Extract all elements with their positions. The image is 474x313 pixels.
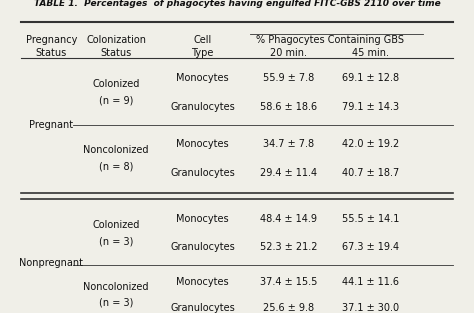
Text: Granulocytes: Granulocytes [170,168,235,178]
Text: 79.1 ± 14.3: 79.1 ± 14.3 [342,102,400,112]
Text: 48.4 ± 14.9: 48.4 ± 14.9 [260,214,317,224]
Text: Colonization: Colonization [86,35,146,45]
Text: 55.9 ± 7.8: 55.9 ± 7.8 [263,73,314,83]
Text: 69.1 ± 12.8: 69.1 ± 12.8 [342,73,400,83]
Text: (n = 9): (n = 9) [99,95,133,105]
Text: (n = 3): (n = 3) [99,298,133,308]
Text: Granulocytes: Granulocytes [170,102,235,112]
Text: 20 min.: 20 min. [270,48,307,58]
Text: 52.3 ± 21.2: 52.3 ± 21.2 [260,243,318,253]
Text: Monocytes: Monocytes [176,277,229,287]
Text: Colonized: Colonized [92,220,140,230]
Text: Monocytes: Monocytes [176,73,229,83]
Text: Nonpregnant: Nonpregnant [19,258,83,268]
Text: Cell: Cell [193,35,211,45]
Text: 44.1 ± 11.6: 44.1 ± 11.6 [342,277,400,287]
Text: Noncolonized: Noncolonized [83,146,149,156]
Text: Granulocytes: Granulocytes [170,303,235,313]
Text: 55.5 ± 14.1: 55.5 ± 14.1 [342,214,400,224]
Text: Status: Status [36,48,67,58]
Text: Granulocytes: Granulocytes [170,243,235,253]
Text: 42.0 ± 19.2: 42.0 ± 19.2 [342,139,400,149]
Text: 25.6 ± 9.8: 25.6 ± 9.8 [263,303,314,313]
Text: Pregnancy: Pregnancy [26,35,77,45]
Text: (n = 8): (n = 8) [99,162,133,172]
Text: Status: Status [100,48,132,58]
Text: Monocytes: Monocytes [176,139,229,149]
Text: 29.4 ± 11.4: 29.4 ± 11.4 [260,168,318,178]
Text: 58.6 ± 18.6: 58.6 ± 18.6 [260,102,318,112]
Text: Monocytes: Monocytes [176,214,229,224]
Text: Type: Type [191,48,214,58]
Text: Pregnant: Pregnant [29,121,73,131]
Text: 37.1 ± 30.0: 37.1 ± 30.0 [342,303,400,313]
Text: 67.3 ± 19.4: 67.3 ± 19.4 [342,243,400,253]
Text: 45 min.: 45 min. [352,48,389,58]
Text: Noncolonized: Noncolonized [83,282,149,292]
Text: TABLE 1.  Percentages  of phagocytes having engulfed FITC-GBS 2110 over time: TABLE 1. Percentages of phagocytes havin… [34,0,440,8]
Text: 34.7 ± 7.8: 34.7 ± 7.8 [263,139,314,149]
Text: % Phagocytes Containing GBS: % Phagocytes Containing GBS [256,35,404,45]
Text: (n = 3): (n = 3) [99,236,133,246]
Text: 37.4 ± 15.5: 37.4 ± 15.5 [260,277,318,287]
Text: Colonized: Colonized [92,80,140,90]
Text: 40.7 ± 18.7: 40.7 ± 18.7 [342,168,400,178]
